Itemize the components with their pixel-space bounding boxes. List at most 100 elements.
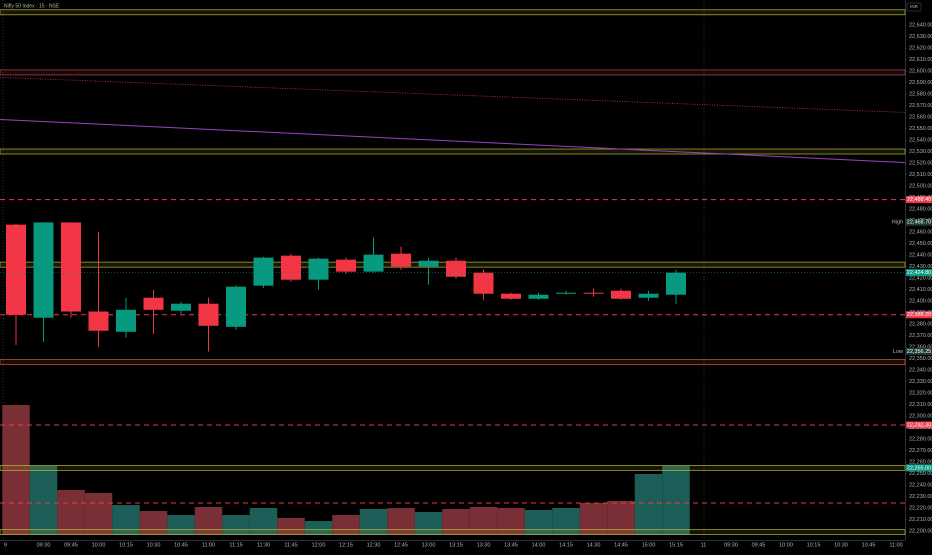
y-tick-label: 22,360.00 xyxy=(909,345,932,351)
volume-bar xyxy=(359,509,388,535)
y-tick-label: 22,330.00 xyxy=(909,379,932,385)
y-tick-label: 22,480.00 xyxy=(909,207,932,213)
candle-body xyxy=(61,222,81,312)
x-tick-label: 10:00 xyxy=(92,542,106,548)
y-tick-label: 22,240.00 xyxy=(909,483,932,489)
volume-bar xyxy=(442,509,470,535)
candle-body xyxy=(446,260,466,277)
volume-bar xyxy=(277,518,305,535)
y-tick-label: 22,250.00 xyxy=(909,471,932,477)
trendline xyxy=(0,118,906,164)
x-tick-label: 11:00 xyxy=(889,542,902,548)
x-tick-label: 13:30 xyxy=(477,542,491,548)
x-tick-label: 09:45 xyxy=(752,542,766,548)
last-price-box xyxy=(906,269,932,277)
level-band xyxy=(0,69,906,76)
candle-body xyxy=(611,290,631,299)
candle-body xyxy=(308,258,329,280)
candle-body xyxy=(171,303,191,311)
y-tick-label: 22,210.00 xyxy=(909,517,932,523)
level-label-box xyxy=(906,196,932,204)
y-tick-label: 22,570.00 xyxy=(909,103,932,109)
x-tick-label: 10:15 xyxy=(119,542,133,548)
volume-bar xyxy=(469,507,498,535)
volume-bar xyxy=(332,515,360,535)
candle-body xyxy=(143,297,164,310)
y-tick-label: 22,610.00 xyxy=(909,57,932,63)
y-tick-label: 22,260.00 xyxy=(909,460,932,466)
x-tick-label: 13:15 xyxy=(449,542,463,548)
volume-bar xyxy=(497,508,525,535)
y-tick-label: 22,430.00 xyxy=(909,264,932,270)
y-tick-label: 22,350.00 xyxy=(909,356,932,362)
volume-bar xyxy=(662,466,690,535)
x-tick-label: 15:15 xyxy=(669,542,683,548)
candle-body xyxy=(583,292,604,294)
volume-bar xyxy=(387,508,415,535)
y-tick-label: 22,370.00 xyxy=(909,333,932,339)
volume-bar xyxy=(29,466,58,535)
y-tick-label: 22,420.00 xyxy=(909,276,932,282)
x-tick-label: 9 xyxy=(4,542,7,548)
trendline xyxy=(0,76,906,113)
low-marker-box xyxy=(906,347,932,355)
candle-body xyxy=(528,294,549,299)
x-tick-label: 10:45 xyxy=(862,542,876,548)
currency[interactable]: INR xyxy=(910,4,919,9)
level-label-box xyxy=(906,421,932,429)
chart-title: Nifty 50 Index · 15 · NSE xyxy=(4,3,60,9)
x-tick-label: 14:30 xyxy=(587,542,601,548)
y-tick-label: 22,270.00 xyxy=(909,448,932,454)
currency-box[interactable] xyxy=(906,2,922,12)
volume-bar xyxy=(414,512,443,535)
y-tick-label: 22,520.00 xyxy=(909,161,932,167)
x-tick-label: 09:45 xyxy=(64,542,78,548)
candle-body xyxy=(418,260,439,267)
x-tick-label: 14:45 xyxy=(614,542,628,548)
low-marker-text: Low xyxy=(893,349,903,355)
y-tick-label: 22,380.00 xyxy=(909,322,932,328)
x-tick-label: 09:30 xyxy=(37,542,51,548)
volume-bar xyxy=(112,505,140,535)
y-tick-label: 22,550.00 xyxy=(909,126,932,132)
y-tick-label: 22,290.00 xyxy=(909,425,932,431)
level-label: 22,488.40 xyxy=(907,197,931,203)
level-band xyxy=(0,148,906,155)
y-tick-label: 22,280.00 xyxy=(909,437,932,443)
volume-bar xyxy=(249,508,278,535)
volume-bar xyxy=(84,493,113,535)
y-tick-label: 22,310.00 xyxy=(909,402,932,408)
x-tick-label: 10:45 xyxy=(174,542,188,548)
candle-body xyxy=(336,259,356,272)
y-tick-label: 22,340.00 xyxy=(909,368,932,374)
y-tick-label: 22,500.00 xyxy=(909,184,932,190)
candle-body xyxy=(6,224,26,315)
y-tick-label: 22,440.00 xyxy=(909,253,932,259)
low-marker-label: 22,356.25 xyxy=(907,349,931,355)
candle-body xyxy=(253,257,274,286)
x-tick-label: 13:00 xyxy=(422,542,436,548)
level-band xyxy=(0,465,906,471)
level-band xyxy=(0,9,906,16)
y-tick-label: 22,590.00 xyxy=(909,80,932,86)
level-label: 22,255.00 xyxy=(907,465,931,471)
candle-body xyxy=(363,254,384,272)
y-tick-label: 22,600.00 xyxy=(909,69,932,75)
x-tick-label: 12:45 xyxy=(394,542,408,548)
y-tick-label: 22,450.00 xyxy=(909,241,932,247)
x-tick-label: 09:30 xyxy=(724,542,738,548)
x-tick-label: 10:00 xyxy=(779,542,793,548)
y-tick-label: 22,530.00 xyxy=(909,149,932,155)
y-tick-label: 22,630.00 xyxy=(909,34,932,40)
level-label-box xyxy=(906,311,932,319)
candle-body xyxy=(501,293,521,299)
x-tick-label: 10:15 xyxy=(807,542,821,548)
y-tick-label: 22,580.00 xyxy=(909,92,932,98)
volume-bar xyxy=(524,510,553,535)
level-band xyxy=(0,529,906,535)
x-tick-label: 11:30 xyxy=(257,542,270,548)
volume-bar xyxy=(57,490,85,535)
volume-bar xyxy=(552,508,580,535)
y-tick-label: 22,560.00 xyxy=(909,115,932,121)
